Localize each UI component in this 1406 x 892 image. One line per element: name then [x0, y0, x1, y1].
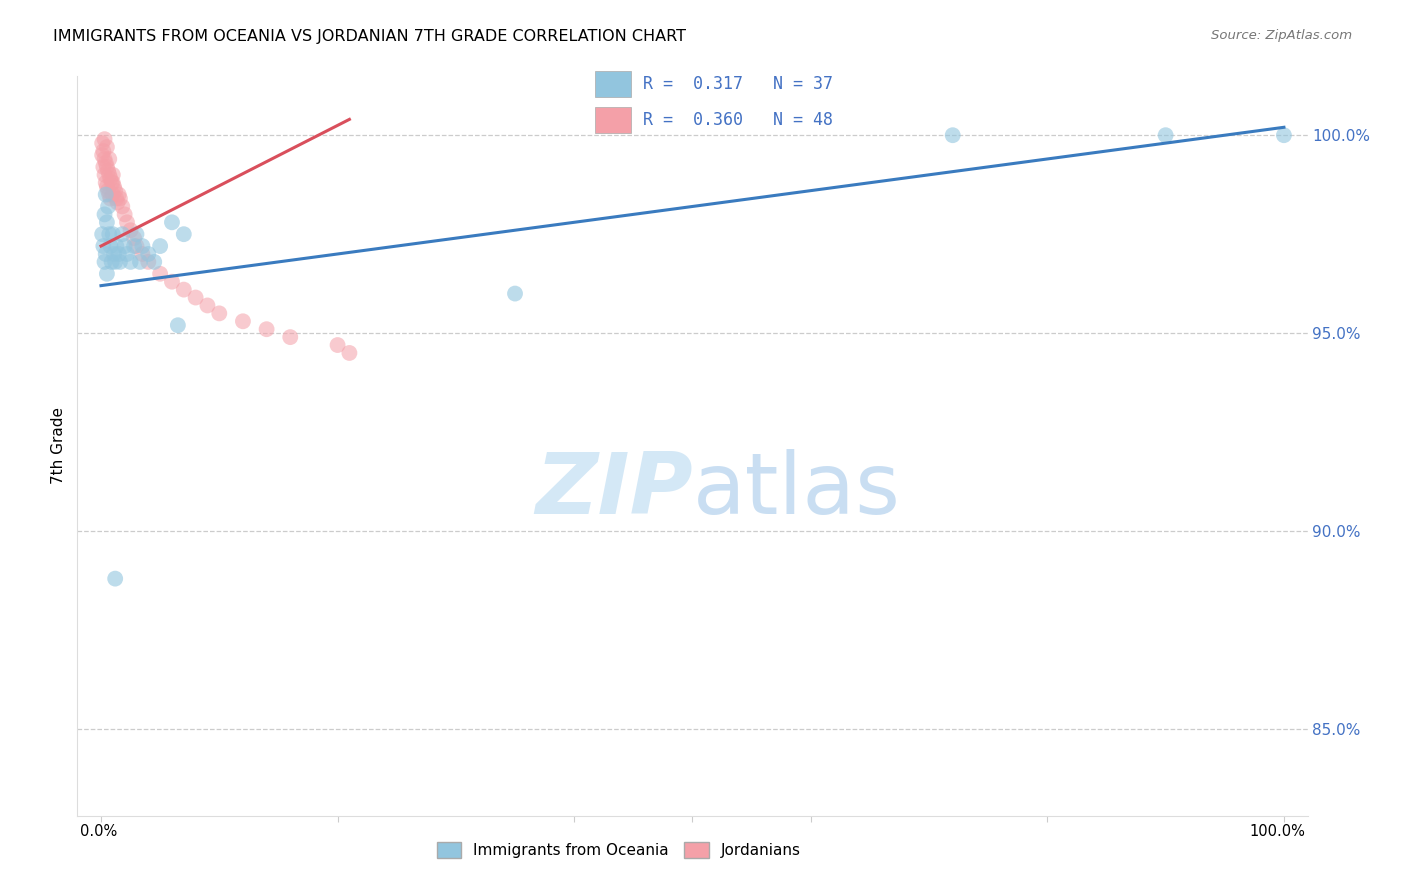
Point	[98, 168, 121, 182]
Point	[93, 168, 115, 182]
Point	[100, 176, 122, 190]
Point	[149, 267, 172, 281]
Point	[503, 286, 526, 301]
Point	[131, 247, 153, 261]
Point	[1154, 128, 1177, 143]
Point	[122, 231, 145, 245]
Point	[97, 199, 120, 213]
Point	[105, 192, 128, 206]
Point	[97, 184, 120, 198]
Point	[104, 255, 127, 269]
Point	[101, 176, 124, 190]
Bar	[595, 107, 631, 133]
Point	[94, 176, 117, 190]
Point	[94, 156, 117, 170]
Point	[184, 291, 207, 305]
Point	[96, 215, 118, 229]
Point	[125, 239, 148, 253]
Point	[115, 215, 138, 229]
Point	[108, 255, 131, 269]
Text: IMMIGRANTS FROM OCEANIA VS JORDANIAN 7TH GRADE CORRELATION CHART: IMMIGRANTS FROM OCEANIA VS JORDANIAN 7TH…	[53, 29, 686, 44]
Point	[100, 192, 122, 206]
Legend: Immigrants from Oceania, Jordanians: Immigrants from Oceania, Jordanians	[430, 836, 807, 864]
Point	[94, 187, 117, 202]
Point	[107, 247, 129, 261]
Text: R =  0.360   N = 48: R = 0.360 N = 48	[643, 111, 832, 128]
Text: 0.0%: 0.0%	[80, 824, 117, 839]
Point	[93, 255, 115, 269]
Point	[120, 223, 142, 237]
Point	[91, 227, 114, 242]
Point	[103, 179, 125, 194]
Point	[197, 298, 219, 312]
Point	[208, 306, 231, 320]
Point	[98, 227, 121, 242]
Point	[129, 255, 152, 269]
Point	[93, 152, 115, 166]
Point	[942, 128, 965, 143]
Point	[173, 283, 195, 297]
Point	[107, 195, 129, 210]
Point	[96, 267, 118, 281]
Point	[108, 192, 131, 206]
Point	[278, 330, 301, 344]
Point	[96, 179, 118, 194]
Point	[114, 207, 136, 221]
Point	[232, 314, 254, 328]
Point	[143, 255, 166, 269]
Text: Source: ZipAtlas.com: Source: ZipAtlas.com	[1212, 29, 1353, 42]
Point	[101, 187, 124, 202]
Point	[93, 132, 115, 146]
Point	[91, 136, 114, 150]
Point	[96, 160, 118, 174]
Point	[104, 572, 127, 586]
Point	[105, 239, 128, 253]
Text: 100.0%: 100.0%	[1250, 824, 1305, 839]
Y-axis label: 7th Grade: 7th Grade	[51, 408, 66, 484]
Point	[93, 239, 115, 253]
Point	[339, 346, 361, 360]
Point	[91, 148, 114, 162]
Text: R =  0.317   N = 37: R = 0.317 N = 37	[643, 75, 832, 93]
Point	[97, 164, 120, 178]
Point	[98, 152, 121, 166]
Point	[100, 255, 122, 269]
Point	[100, 171, 122, 186]
Point	[160, 275, 183, 289]
Point	[136, 255, 159, 269]
Point	[326, 338, 349, 352]
Point	[96, 140, 118, 154]
Point	[125, 227, 148, 242]
Point	[131, 239, 153, 253]
Point	[101, 227, 124, 242]
Point	[93, 160, 115, 174]
Point	[111, 199, 134, 213]
Point	[122, 239, 145, 253]
Point	[115, 247, 138, 261]
Point	[136, 247, 159, 261]
Point	[93, 144, 115, 158]
Point	[93, 207, 115, 221]
Point	[256, 322, 278, 336]
Point	[94, 247, 117, 261]
Point	[103, 247, 125, 261]
Text: atlas: atlas	[693, 449, 900, 532]
Point	[114, 239, 136, 253]
Point	[98, 187, 121, 202]
Point	[167, 318, 190, 333]
Point	[107, 187, 129, 202]
Point	[160, 215, 183, 229]
Point	[120, 255, 142, 269]
Point	[111, 227, 134, 242]
Point	[101, 168, 124, 182]
Point	[173, 227, 195, 242]
Point	[149, 239, 172, 253]
Point	[1272, 128, 1295, 143]
Point	[104, 184, 127, 198]
Point	[100, 239, 122, 253]
Text: ZIP: ZIP	[534, 449, 693, 532]
Bar	[595, 70, 631, 96]
